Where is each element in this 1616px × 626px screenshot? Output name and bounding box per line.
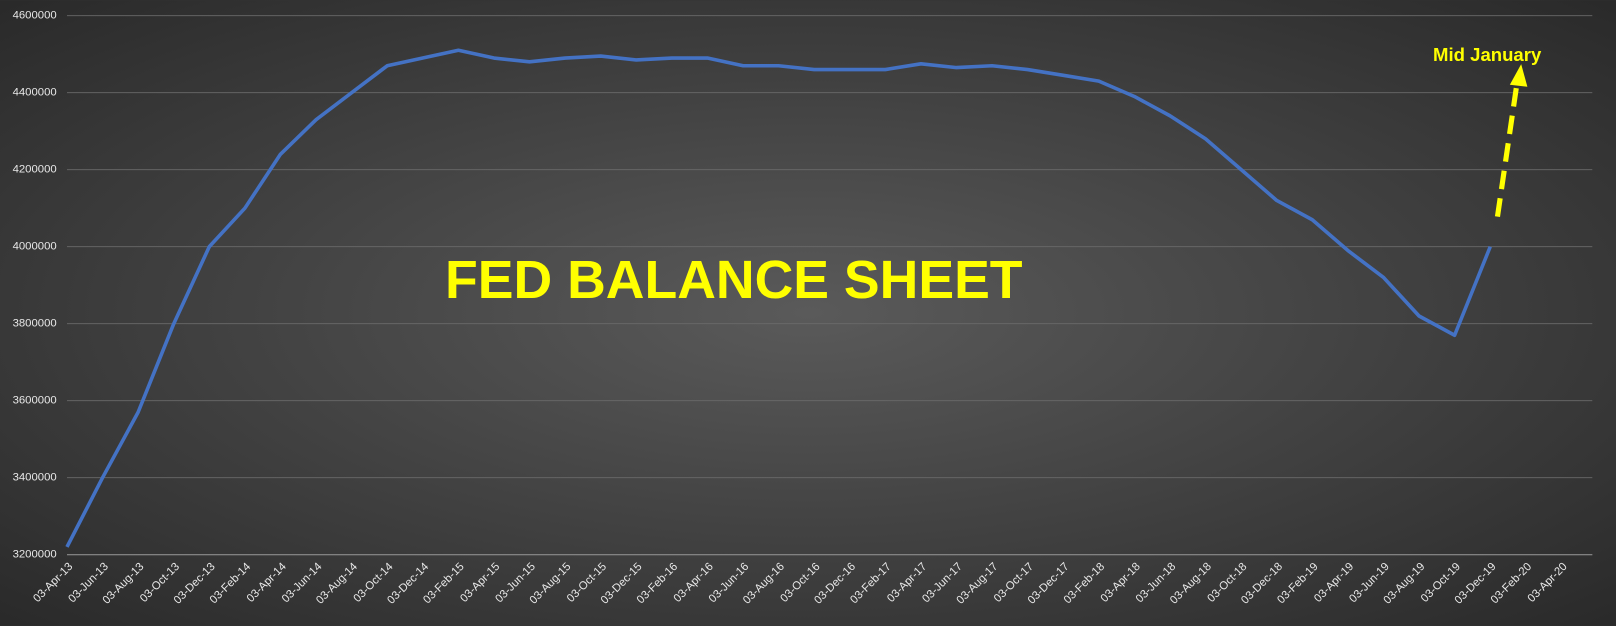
y-tick-label: 4400000 (13, 87, 57, 99)
y-tick-label: 3800000 (13, 318, 57, 330)
y-tick-label: 3600000 (13, 395, 57, 407)
y-tick-label: 4000000 (13, 241, 57, 253)
arrow-head (1509, 64, 1528, 87)
annotation-arrow (1494, 82, 1520, 218)
chart-title: FED BALANCE SHEET (445, 250, 1023, 310)
y-tick-label: 3400000 (13, 472, 57, 484)
y-tick-label: 4200000 (13, 164, 57, 176)
y-tick-label: 3200000 (13, 549, 57, 561)
annotation: Mid January (1433, 44, 1542, 65)
y-tick-label: 4600000 (13, 10, 57, 22)
data-line (65, 48, 1492, 548)
